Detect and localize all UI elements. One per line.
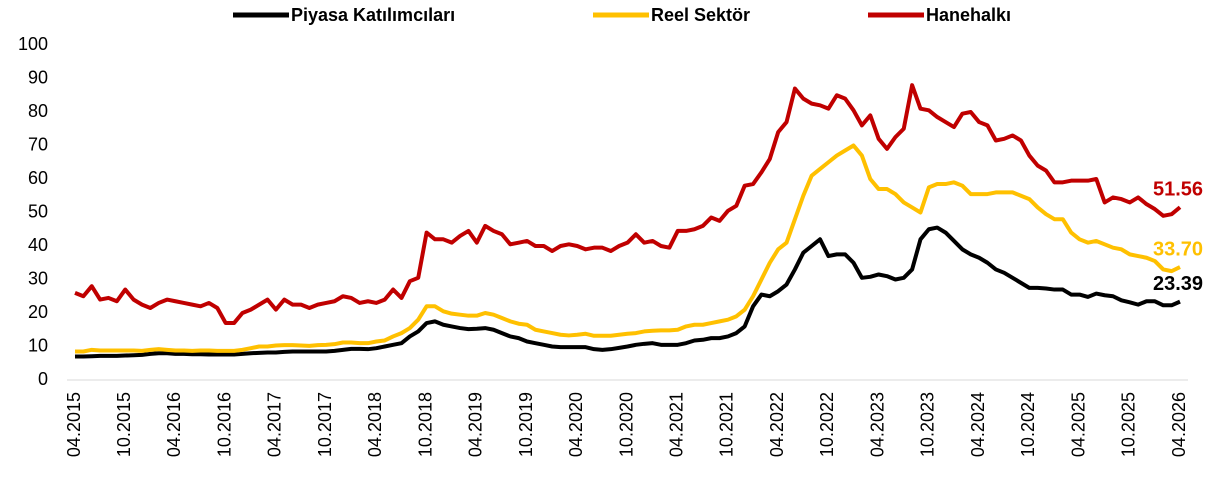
series-line (75, 143, 1181, 354)
x-tick-label: 10.2022 (817, 392, 837, 457)
data-label: 23.39 (1153, 273, 1203, 295)
y-tick-label: 90 (28, 67, 48, 87)
series-line (74, 83, 1182, 326)
y-tick-label: 20 (28, 302, 48, 322)
x-tick-label: 04.2019 (466, 392, 486, 457)
data-label: 51.56 (1153, 179, 1203, 201)
x-tick-label: 10.2018 (415, 392, 435, 457)
x-tick-label: 10.2015 (114, 392, 134, 457)
x-tick-label: 04.2021 (666, 392, 686, 457)
y-tick-label: 60 (28, 168, 48, 188)
x-tick-label: 10.2019 (516, 392, 536, 457)
x-tick-label: 04.2026 (1169, 392, 1189, 457)
x-tick-label: 10.2016 (214, 392, 234, 457)
x-tick-label: 04.2025 (1068, 392, 1088, 457)
x-tick-label: 10.2021 (717, 392, 737, 457)
x-tick-label: 10.2020 (616, 392, 636, 457)
x-tick-label: 04.2018 (365, 392, 385, 457)
x-tick-label: 04.2022 (767, 392, 787, 457)
x-tick-label: 10.2024 (1018, 392, 1038, 457)
y-tick-label: 100 (18, 34, 48, 54)
data-label: 33.70 (1153, 238, 1203, 260)
y-tick-label: 80 (28, 101, 48, 121)
x-tick-label: 10.2025 (1119, 392, 1139, 457)
y-tick-label: 50 (28, 201, 48, 221)
x-tick-label: 04.2024 (968, 392, 988, 457)
y-tick-label: 40 (28, 235, 48, 255)
x-tick-label: 04.2020 (566, 392, 586, 457)
x-tick-label: 04.2016 (164, 392, 184, 457)
x-tick-label: 04.2015 (64, 392, 84, 457)
y-tick-label: 70 (28, 134, 48, 154)
y-tick-label: 10 (28, 335, 48, 355)
legend-label: Hanehalkı (926, 5, 1011, 25)
x-tick-label: 10.2017 (315, 392, 335, 457)
x-tick-label: 10.2023 (918, 392, 938, 457)
legend-label: Reel Sektör (651, 5, 750, 25)
series-line (75, 225, 1181, 359)
legend-label: Piyasa Katılımcıları (291, 5, 455, 25)
y-tick-label: 30 (28, 268, 48, 288)
x-tick-label: 04.2023 (867, 392, 887, 457)
x-tick-label: 04.2017 (265, 392, 285, 457)
y-tick-label: 0 (38, 369, 48, 389)
